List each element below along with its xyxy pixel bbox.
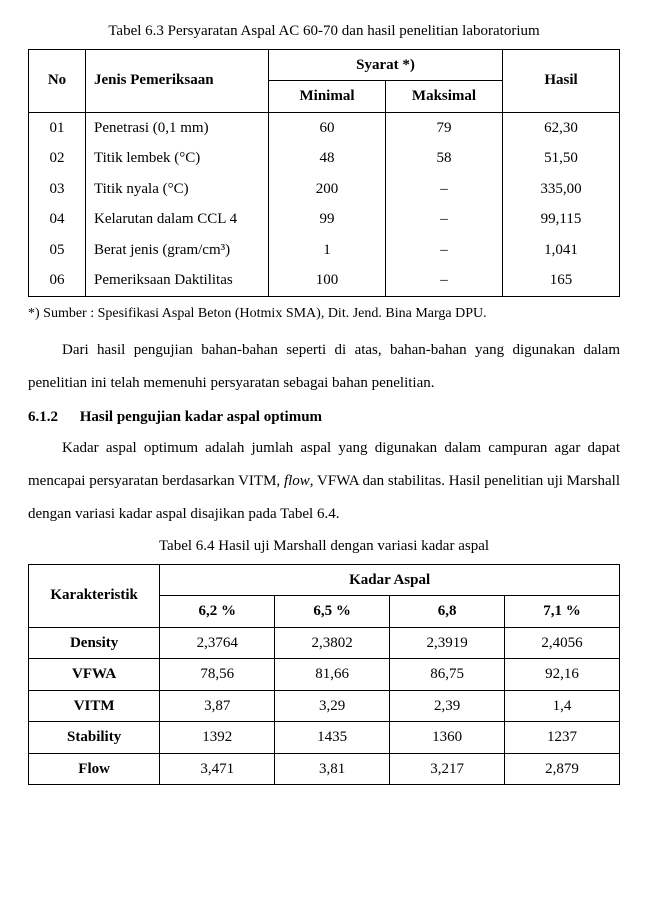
t2-r1-v2: 81,66 (275, 659, 390, 691)
t1-r2-max: – (386, 174, 503, 205)
t1-r4-hasil: 1,041 (503, 235, 620, 266)
t1-r2-min: 200 (269, 174, 386, 205)
t2-r4-k: Flow (29, 753, 160, 785)
t1-r0-hasil: 62,30 (503, 112, 620, 143)
table1-footnote: *) Sumber : Spesifikasi Aspal Beton (Hot… (28, 303, 620, 324)
t1-r5-max: – (386, 265, 503, 296)
t2-r2-v4: 1,4 (505, 690, 620, 722)
th-c1: 6,2 % (160, 596, 275, 628)
t2-r3-v2: 1435 (275, 722, 390, 754)
t1-r1-max: 58 (386, 143, 503, 174)
section-heading: 6.1.2 Hasil pengujian kadar aspal optimu… (28, 406, 620, 429)
section-number: 6.1.2 (28, 406, 76, 429)
th-hasil: Hasil (503, 49, 620, 112)
th-syarat: Syarat *) (269, 49, 503, 81)
t2-r4-v4: 2,879 (505, 753, 620, 785)
t1-r1-no: 02 (29, 143, 86, 174)
t2-r3-v1: 1392 (160, 722, 275, 754)
t1-r2-no: 03 (29, 174, 86, 205)
t1-r3-jenis: Kelarutan dalam CCL 4 (86, 204, 269, 235)
t1-r3-max: – (386, 204, 503, 235)
t2-r4-v1: 3,471 (160, 753, 275, 785)
paragraph-2: Kadar aspal optimum adalah jumlah aspal … (28, 432, 620, 531)
t2-r0-v4: 2,4056 (505, 627, 620, 659)
t1-r1-jenis: Titik lembek (°C) (86, 143, 269, 174)
th-c4: 7,1 % (505, 596, 620, 628)
t2-r3-v3: 1360 (390, 722, 505, 754)
th-maksimal: Maksimal (386, 81, 503, 113)
th-karakteristik: Karakteristik (29, 564, 160, 627)
th-minimal: Minimal (269, 81, 386, 113)
th-jenis: Jenis Pemeriksaan (86, 49, 269, 112)
t1-r5-min: 100 (269, 265, 386, 296)
t2-r3-v4: 1237 (505, 722, 620, 754)
t1-r2-jenis: Titik nyala (°C) (86, 174, 269, 205)
t1-r5-jenis: Pemeriksaan Daktilitas (86, 265, 269, 296)
t1-r4-max: – (386, 235, 503, 266)
t1-r3-hasil: 99,115 (503, 204, 620, 235)
t2-r1-v4: 92,16 (505, 659, 620, 691)
t2-r3-k: Stability (29, 722, 160, 754)
t1-r4-min: 1 (269, 235, 386, 266)
t2-r1-v1: 78,56 (160, 659, 275, 691)
t1-r4-no: 05 (29, 235, 86, 266)
t2-r0-v3: 2,3919 (390, 627, 505, 659)
t1-r0-no: 01 (29, 112, 86, 143)
t2-r0-v1: 2,3764 (160, 627, 275, 659)
t2-r2-v3: 2,39 (390, 690, 505, 722)
t2-r0-v2: 2,3802 (275, 627, 390, 659)
table1: No Jenis Pemeriksaan Syarat *) Hasil Min… (28, 49, 620, 297)
table2: Karakteristik Kadar Aspal 6,2 % 6,5 % 6,… (28, 564, 620, 786)
t1-r5-hasil: 165 (503, 265, 620, 296)
t2-r1-k: VFWA (29, 659, 160, 691)
t1-r1-min: 48 (269, 143, 386, 174)
th-no: No (29, 49, 86, 112)
para2-italic: flow (284, 473, 310, 489)
t2-r4-v2: 3,81 (275, 753, 390, 785)
t2-r1-v3: 86,75 (390, 659, 505, 691)
table2-caption: Tabel 6.4 Hasil uji Marshall dengan vari… (28, 535, 620, 558)
t1-r1-hasil: 51,50 (503, 143, 620, 174)
t2-r2-v2: 3,29 (275, 690, 390, 722)
th-c3: 6,8 (390, 596, 505, 628)
t1-r2-hasil: 335,00 (503, 174, 620, 205)
t2-r4-v3: 3,217 (390, 753, 505, 785)
t1-r4-jenis: Berat jenis (gram/cm³) (86, 235, 269, 266)
th-c2: 6,5 % (275, 596, 390, 628)
t1-r0-max: 79 (386, 112, 503, 143)
t1-r0-jenis: Penetrasi (0,1 mm) (86, 112, 269, 143)
t1-r5-no: 06 (29, 265, 86, 296)
t1-r3-no: 04 (29, 204, 86, 235)
t2-r2-v1: 3,87 (160, 690, 275, 722)
t1-r3-min: 99 (269, 204, 386, 235)
section-title: Hasil pengujian kadar aspal optimum (80, 409, 322, 425)
t1-r0-min: 60 (269, 112, 386, 143)
th-kadar-aspal: Kadar Aspal (160, 564, 620, 596)
table1-caption: Tabel 6.3 Persyaratan Aspal AC 60-70 dan… (28, 20, 620, 43)
t2-r2-k: VITM (29, 690, 160, 722)
paragraph-1: Dari hasil pengujian bahan-bahan seperti… (28, 334, 620, 400)
t2-r0-k: Density (29, 627, 160, 659)
